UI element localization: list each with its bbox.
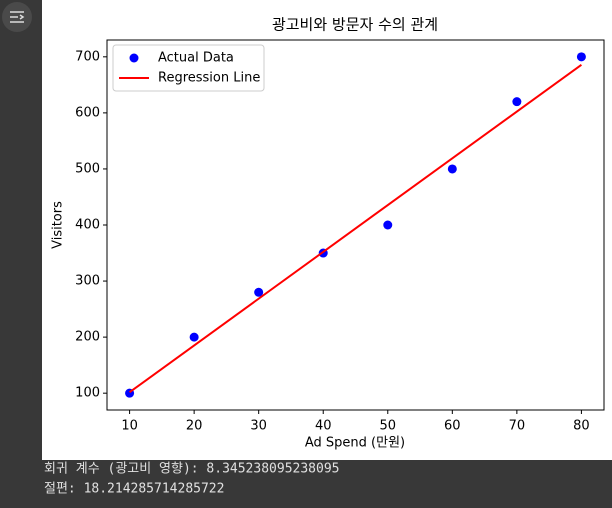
- legend-box: [112, 44, 265, 92]
- y-axis-label: Visitors: [51, 201, 66, 249]
- x-tick-label: 70: [509, 419, 526, 434]
- x-tick-label: 40: [315, 419, 332, 434]
- legend-label: Actual Data: [158, 51, 234, 66]
- x-axis-label: Ad Spend (만원): [305, 436, 405, 451]
- x-tick-label: 80: [573, 419, 590, 434]
- y-tick-label: 200: [75, 330, 100, 345]
- x-tick-label: 60: [444, 419, 461, 434]
- icon-glyph: [10, 11, 25, 23]
- y-tick-label: 600: [75, 105, 100, 120]
- legend-marker: [129, 53, 139, 63]
- data-point: [512, 97, 522, 107]
- y-tick-label: 300: [75, 274, 100, 289]
- y-tick-label: 100: [75, 386, 100, 401]
- y-tick-label: 400: [75, 218, 100, 233]
- legend: Actual Data Regression Line: [112, 44, 265, 92]
- output-line: 절편: 18.214285714285722: [44, 482, 224, 497]
- data-point: [189, 332, 199, 342]
- regression-line: [129, 63, 582, 394]
- data-point: [254, 287, 264, 297]
- data-point: [383, 220, 393, 230]
- output-line: 회귀 계수 (광고비 영향): 8.345238095238095: [44, 462, 339, 477]
- x-tick-label: 10: [121, 419, 138, 434]
- x-tick-label: 20: [186, 419, 203, 434]
- data-point: [447, 164, 457, 174]
- x-tick-label: 30: [250, 419, 267, 434]
- y-tick-label: 500: [75, 161, 100, 176]
- x-tick-label: 50: [379, 419, 396, 434]
- data-point: [576, 52, 586, 62]
- output-toggle-icon[interactable]: [2, 2, 32, 32]
- legend-label: Regression Line: [158, 71, 260, 86]
- chart-title: 광고비와 방문자 수의 관계: [272, 16, 438, 34]
- y-tick-label: 700: [75, 49, 100, 64]
